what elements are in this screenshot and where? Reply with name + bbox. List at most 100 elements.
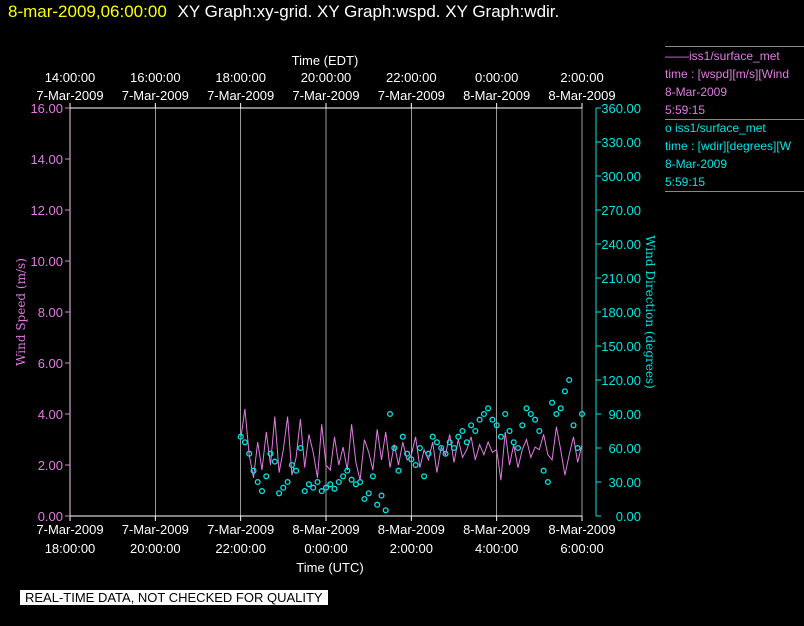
wind-direction-point: [399, 433, 406, 440]
wind-direction-point: [429, 433, 436, 440]
wind-direction-point: [297, 444, 304, 452]
wind-direction-point: [404, 450, 411, 457]
wind-direction-point: [318, 488, 325, 495]
left-tick-label: 8.00: [38, 305, 63, 320]
bottom-tick-date: 8-Mar-2009: [378, 522, 445, 537]
top-tick-date: 7-Mar-2009: [378, 88, 445, 103]
wind-direction-point: [540, 467, 547, 474]
right-tick-label: 210.00: [601, 271, 641, 286]
right-tick-label: 0.00: [616, 509, 641, 524]
quality-note: REAL-TIME DATA, NOT CHECKED FOR QUALITY: [20, 590, 328, 605]
right-tick-label: 360.00: [601, 101, 641, 116]
bottom-axis-label: Time (UTC): [296, 560, 363, 575]
wind-direction-point: [566, 376, 573, 384]
right-tick-label: 120.00: [601, 373, 641, 388]
wind-direction-point: [574, 444, 581, 452]
left-tick-label: 0.00: [38, 509, 63, 524]
left-tick-label: 12.00: [30, 203, 63, 218]
wind-direction-point: [271, 458, 278, 465]
wind-direction-point: [553, 410, 560, 418]
left-axis-ticks: 0.00 2.00 4.00 6.00 8.00 10.00 12.00 14.00 16.00: [30, 101, 70, 524]
legend-wdir-time: 5:59:15: [665, 175, 706, 189]
right-tick-label: 330.00: [601, 135, 641, 150]
wind-direction-point: [527, 410, 534, 418]
top-tick-time: 20:00:00: [301, 70, 352, 85]
wind-direction-point: [267, 450, 274, 457]
wind-direction-point: [322, 484, 330, 491]
legend-wind-speed: ——iss1/surface_met time : [wspd][m/s][Wi…: [665, 46, 804, 120]
wind-direction-point: [276, 490, 283, 497]
legend-wdir-name: o iss1/surface_met: [665, 121, 766, 135]
bottom-tick-date: 7-Mar-2009: [207, 522, 274, 537]
wind-direction-point: [480, 410, 487, 418]
bottom-tick-time: 6:00:00: [560, 541, 603, 556]
top-tick-time: 0:00:00: [475, 70, 518, 85]
top-axis-ticks: 14:00:00 7-Mar-2009 16:00:00 7-Mar-2009 18:0…: [36, 70, 616, 108]
top-tick-date: 8-Mar-2009: [548, 88, 615, 103]
right-tick-label: 60.00: [608, 441, 641, 456]
wind-direction-point: [250, 467, 257, 474]
wind-direction-point: [421, 473, 428, 480]
left-axis-label: Wind Speed (m/s): [14, 258, 28, 366]
wind-direction-point: [391, 444, 398, 452]
right-tick-label: 180.00: [601, 305, 641, 320]
chart-title-bar: 8-mar-2009,06:00:00 XY Graph:xy-grid. XY…: [8, 2, 559, 22]
wind-direction-point: [369, 473, 376, 480]
top-tick-time: 16:00:00: [130, 70, 181, 85]
bottom-tick-time: 0:00:00: [304, 541, 347, 556]
graph-list: XY Graph:xy-grid. XY Graph:wspd. XY Grap…: [177, 2, 560, 21]
bottom-tick-date: 8-Mar-2009: [292, 522, 359, 537]
top-tick-time: 22:00:00: [386, 70, 437, 85]
wind-direction-point: [327, 481, 334, 488]
legend-wdir-date: 8-Mar-2009: [665, 157, 728, 171]
wind-direction-point: [463, 439, 470, 446]
bottom-tick-time: 20:00:00: [130, 541, 181, 556]
wind-direction-point: [378, 492, 385, 499]
bottom-tick-time: 2:00:00: [390, 541, 433, 556]
legend-wspd-date: 8-Mar-2009: [665, 85, 728, 99]
wind-direction-point: [301, 488, 308, 495]
wind-direction-point: [412, 461, 419, 469]
bottom-tick-time: 18:00:00: [45, 541, 96, 556]
right-tick-label: 270.00: [601, 203, 641, 218]
wind-direction-point: [455, 433, 462, 440]
bottom-tick-time: 22:00:00: [215, 541, 266, 556]
top-tick-time: 14:00:00: [45, 70, 96, 85]
top-tick-date: 7-Mar-2009: [36, 88, 103, 103]
wind-direction-point: [438, 444, 445, 452]
wind-direction-point: [254, 478, 261, 486]
wind-direction-point: [510, 439, 517, 446]
wind-direction-point: [293, 467, 300, 474]
wind-direction-point: [357, 478, 364, 486]
right-tick-label: 300.00: [601, 169, 641, 184]
wind-direction-point: [314, 478, 321, 486]
top-tick-date: 7-Mar-2009: [207, 88, 274, 103]
wind-direction-point: [433, 439, 440, 446]
right-axis-label: Wind Direction (degrees): [643, 235, 657, 389]
wind-direction-point: [335, 478, 342, 486]
wind-direction-point: [361, 495, 368, 503]
right-tick-label: 240.00: [601, 237, 641, 252]
bottom-tick-date: 8-Mar-2009: [463, 522, 530, 537]
top-tick-date: 7-Mar-2009: [122, 88, 189, 103]
wind-direction-point: [561, 388, 568, 395]
wind-direction-point: [544, 478, 551, 486]
wind-direction-point: [519, 422, 526, 429]
wind-direction-point: [288, 461, 295, 469]
wind-speed-line: [240, 408, 583, 481]
bottom-tick-time: 4:00:00: [475, 541, 518, 556]
wind-direction-point: [305, 481, 312, 488]
left-tick-label: 10.00: [30, 254, 63, 269]
chart-timestamp: 8-mar-2009,06:00:00: [8, 2, 167, 21]
wind-direction-point: [578, 410, 586, 418]
wind-direction-point: [450, 444, 458, 452]
wind-direction-point: [425, 450, 432, 457]
bottom-axis-ticks: 7-Mar-2009 18:00:00 7-Mar-2009 20:00:00 7-Ma…: [36, 516, 616, 556]
top-tick-time: 2:00:00: [560, 70, 603, 85]
wind-direction-point: [472, 427, 479, 435]
wind-direction-point: [382, 507, 389, 514]
wind-direction-point: [459, 427, 466, 435]
wind-direction-point: [395, 467, 402, 474]
wind-direction-point: [241, 439, 248, 446]
